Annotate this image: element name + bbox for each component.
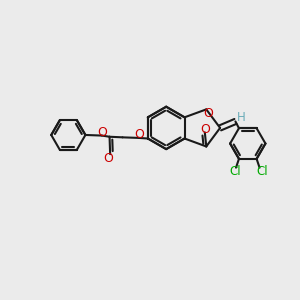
Text: O: O (97, 126, 107, 139)
Text: O: O (200, 123, 210, 136)
Text: H: H (237, 110, 246, 124)
Text: Cl: Cl (230, 165, 241, 178)
Text: O: O (134, 128, 144, 142)
Text: O: O (104, 152, 114, 165)
Text: O: O (203, 107, 213, 120)
Text: Cl: Cl (256, 165, 268, 178)
